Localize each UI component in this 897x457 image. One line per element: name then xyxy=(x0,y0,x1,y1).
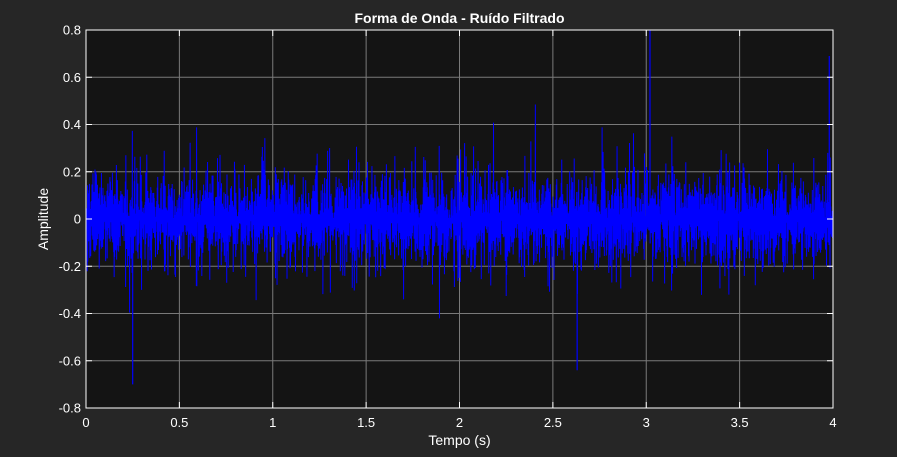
x-tick-label-0: 0 xyxy=(82,415,89,430)
x-tick-label-6: 3 xyxy=(643,415,650,430)
y-tick-labels: -0.8 -0.6 -0.4 -0.2 0 0.2 0.4 0.6 0.8 xyxy=(59,23,81,416)
y-tick-label-1: -0.6 xyxy=(59,353,81,368)
x-tick-labels: 0 0.5 1 1.5 2 2.5 3 3.5 4 xyxy=(82,415,836,430)
y-tick-label-3: -0.2 xyxy=(59,259,81,274)
x-tick-label-8: 4 xyxy=(829,415,836,430)
series-group xyxy=(86,30,833,385)
x-tick-label-3: 1.5 xyxy=(357,415,375,430)
x-tick-label-4: 2 xyxy=(456,415,463,430)
y-axis-label: Amplitude xyxy=(35,188,51,250)
x-axis-label: Tempo (s) xyxy=(428,432,490,448)
chart-title: Forma de Onda - Ruído Filtrado xyxy=(355,10,565,26)
x-tick-label-1: 0.5 xyxy=(170,415,188,430)
y-tick-label-4: 0 xyxy=(74,212,81,227)
tick-marks xyxy=(85,29,834,409)
x-tick-label-2: 1 xyxy=(269,415,276,430)
x-tick-label-5: 2.5 xyxy=(544,415,562,430)
y-tick-label-8: 0.8 xyxy=(63,23,81,38)
y-tick-label-7: 0.6 xyxy=(63,70,81,85)
y-tick-label-2: -0.4 xyxy=(59,306,81,321)
y-tick-label-0: -0.8 xyxy=(59,401,81,416)
waveform-series-line xyxy=(86,104,833,319)
y-tick-label-6: 0.4 xyxy=(63,117,81,132)
x-tick-label-7: 3.5 xyxy=(731,415,749,430)
y-tick-label-5: 0.2 xyxy=(63,164,81,179)
